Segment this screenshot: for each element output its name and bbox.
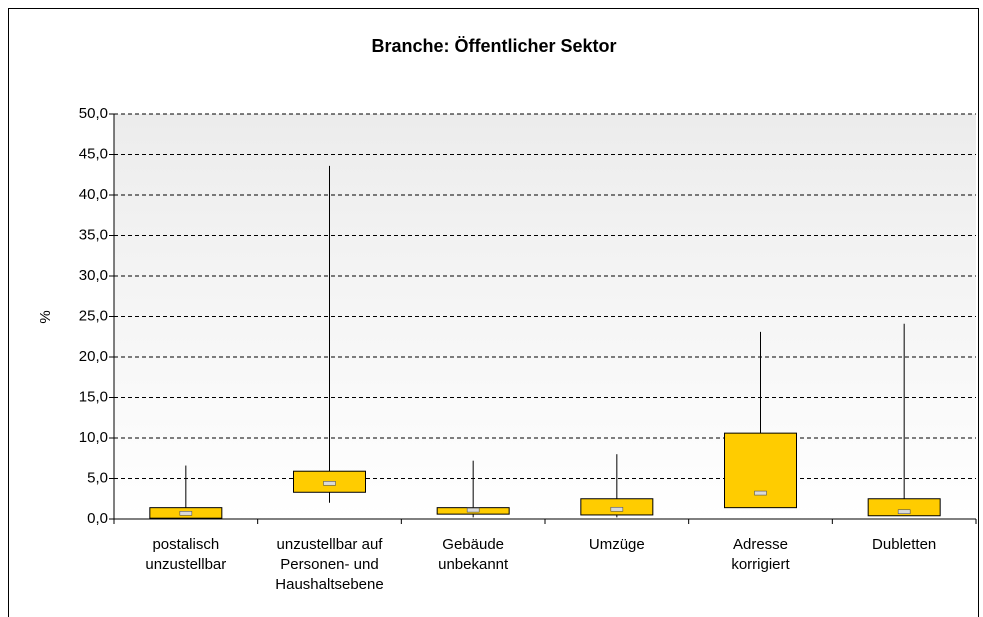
x-tick-label: unzustellbar [145, 556, 226, 573]
y-tick-label: 10,0 [79, 429, 108, 446]
median [323, 481, 336, 486]
y-tick-label: 45,0 [79, 145, 108, 162]
y-tick-label: 0,0 [87, 510, 108, 527]
y-tick-label: 35,0 [79, 226, 108, 243]
y-tick-label: 25,0 [79, 307, 108, 324]
y-tick-label: 30,0 [79, 267, 108, 284]
x-tick-label: unbekannt [438, 556, 509, 573]
y-tick-label: 50,0 [79, 105, 108, 122]
x-tick-label: korrigiert [731, 556, 790, 573]
box [580, 498, 654, 516]
y-tick-label: 15,0 [79, 388, 108, 405]
x-tick-label: Adresse [733, 536, 788, 553]
y-axis-label: % [37, 310, 54, 323]
median [897, 509, 911, 515]
x-tick-label: Personen- und [280, 556, 378, 573]
y-tick-label: 40,0 [79, 186, 108, 203]
x-tick-label: Haushaltsebene [275, 576, 383, 593]
x-tick-label: postalisch [152, 536, 219, 553]
x-tick-label: unzustellbar auf [277, 536, 384, 553]
box [724, 432, 797, 509]
median [466, 507, 480, 513]
x-tick-label: Gebäude [442, 536, 504, 553]
y-tick-label: 20,0 [79, 348, 108, 365]
y-tick-label: 5,0 [87, 469, 108, 486]
x-tick-label: Umzüge [589, 536, 645, 553]
median [179, 511, 193, 516]
chart-title: Branche: Öffentlicher Sektor [371, 36, 616, 56]
box [867, 498, 941, 517]
x-tick-label: Dubletten [872, 536, 936, 553]
median [754, 490, 767, 496]
median [610, 506, 624, 512]
